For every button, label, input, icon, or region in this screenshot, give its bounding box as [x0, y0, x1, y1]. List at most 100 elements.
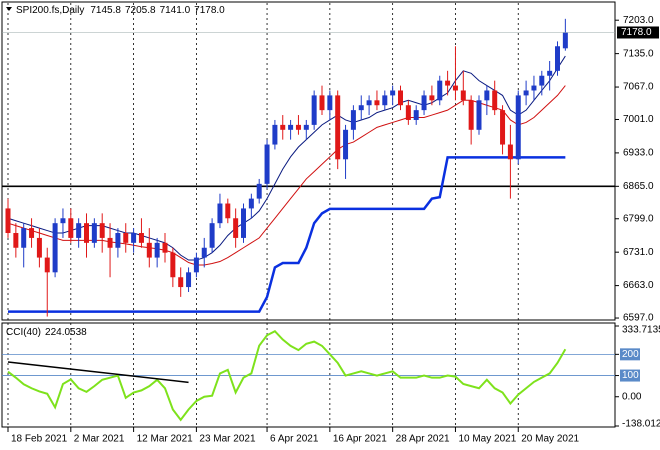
- candle-body: [99, 223, 105, 238]
- candle-body: [429, 95, 435, 101]
- candle-body: [91, 223, 97, 243]
- candle-body: [311, 95, 317, 125]
- candle-body: [123, 233, 129, 243]
- current-price-label: 7178.0: [621, 27, 652, 38]
- candle-body: [531, 85, 537, 91]
- y-tick-label: 0.00: [622, 391, 642, 402]
- candle-body: [36, 237, 42, 258]
- indicator-title: CCI(40): [6, 327, 41, 338]
- y-tick-label: 6933.0: [623, 148, 654, 159]
- candle-body: [492, 90, 498, 111]
- candle-body: [445, 80, 451, 86]
- candle-body: [421, 95, 427, 111]
- candle-body: [390, 90, 396, 96]
- x-tick-label: 28 Apr 2021: [396, 434, 450, 445]
- y-tick-label: 6865.0: [623, 181, 654, 192]
- candle-body: [507, 144, 513, 160]
- candle-body: [327, 95, 333, 111]
- candle-body: [437, 80, 443, 101]
- candle-body: [154, 242, 160, 258]
- x-tick-label: 20 May 2021: [521, 434, 579, 445]
- overlay-line: [7, 85, 566, 266]
- price-panel: [1, 1, 616, 321]
- candle-body: [146, 242, 152, 258]
- candle-body: [452, 85, 458, 91]
- candle-body: [233, 218, 239, 238]
- menu-arrow: [6, 7, 12, 11]
- level-label-box: [620, 369, 640, 382]
- open: 7145.8: [90, 5, 121, 16]
- candle-body: [350, 110, 356, 130]
- y-tick-label: 7135.0: [623, 48, 654, 59]
- y-tick-label: 7001.0: [623, 114, 654, 125]
- candle-body: [413, 110, 419, 120]
- y-tick-label: 6731.0: [623, 247, 654, 258]
- x-tick-label: 12 Mar 2021: [137, 434, 194, 445]
- candle-body: [256, 183, 262, 199]
- y-tick-label: 7203.0: [623, 15, 654, 26]
- candle-body: [460, 90, 466, 101]
- candle-body: [170, 252, 176, 278]
- candle-body: [68, 218, 74, 238]
- x-tick-label: 10 May 2021: [458, 434, 516, 445]
- candle-body: [366, 100, 372, 106]
- x-tick-label: 6 Apr 2021: [270, 434, 319, 445]
- indicator-panel: [1, 322, 616, 428]
- x-tick-label: 18 Feb 2021: [11, 434, 68, 445]
- candle-body: [343, 129, 349, 160]
- candle-body: [405, 105, 411, 120]
- candle-body: [280, 124, 286, 130]
- y-tick-label: 6799.0: [623, 213, 654, 224]
- header: SPI200.fs,Daily 7145.8 7205.8 7141.0 7178.0: [16, 5, 225, 16]
- candle-body: [272, 124, 278, 145]
- y-tick-label: 6663.0: [623, 280, 654, 291]
- candle-body: [303, 124, 309, 130]
- current-price-box: [617, 26, 659, 39]
- candle-body: [21, 228, 27, 248]
- candle-body: [217, 203, 223, 224]
- candle-body: [44, 257, 50, 273]
- indicator-header: CCI(40) 224.0538: [6, 327, 87, 338]
- candle-body: [476, 100, 482, 130]
- y-tick-label: 333.7135: [622, 325, 660, 336]
- candle-body: [374, 100, 380, 106]
- candle-body: [319, 95, 325, 111]
- overlay-line: [8, 156, 566, 313]
- candle-body: [515, 95, 521, 160]
- candle-body: [335, 95, 341, 160]
- y-tick-label: -138.0124: [622, 419, 660, 430]
- candle-body: [264, 144, 270, 184]
- low: 7141.0: [160, 5, 191, 16]
- close: 7178.0: [194, 5, 225, 16]
- candle-body: [484, 90, 490, 101]
- candle-body: [562, 32, 568, 49]
- candle-body: [547, 70, 553, 76]
- candle-body: [13, 233, 19, 248]
- candle-body: [29, 228, 35, 238]
- candle-body: [295, 124, 301, 130]
- trend-line: [7, 361, 189, 384]
- candle-body: [241, 208, 246, 238]
- x-tick-label: 16 Apr 2021: [333, 434, 387, 445]
- y-tick-label: 200: [622, 349, 639, 360]
- x-tick-label: 2 Mar 2021: [74, 434, 125, 445]
- candle-body: [107, 237, 113, 248]
- candle-body: [358, 105, 364, 111]
- x-tick-label: 23 Mar 2021: [199, 434, 256, 445]
- candle-body: [84, 223, 89, 243]
- candle-body: [138, 233, 144, 243]
- candle-body: [468, 100, 474, 130]
- candle-body: [382, 95, 388, 106]
- indicator-line: [7, 330, 567, 422]
- candle-body: [398, 90, 403, 106]
- candle-body: [539, 75, 545, 86]
- candle-body: [162, 242, 168, 253]
- candle-body: [131, 233, 137, 243]
- candle-body: [60, 218, 66, 224]
- candle-body: [209, 223, 215, 248]
- candle-body: [52, 223, 58, 273]
- candle-body: [225, 203, 231, 219]
- y-tick-label: 100: [622, 370, 639, 381]
- candle-body: [500, 110, 506, 145]
